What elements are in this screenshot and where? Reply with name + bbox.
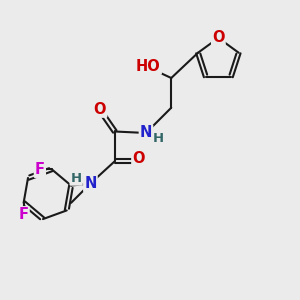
Text: N: N [140, 125, 152, 140]
Text: F: F [35, 162, 45, 177]
Text: H: H [153, 132, 164, 145]
Text: O: O [94, 102, 106, 117]
Text: F: F [19, 207, 28, 222]
Text: HO: HO [136, 58, 161, 74]
Text: O: O [212, 30, 225, 45]
Text: N: N [84, 176, 97, 191]
Text: H: H [70, 172, 82, 185]
Text: O: O [132, 151, 145, 166]
